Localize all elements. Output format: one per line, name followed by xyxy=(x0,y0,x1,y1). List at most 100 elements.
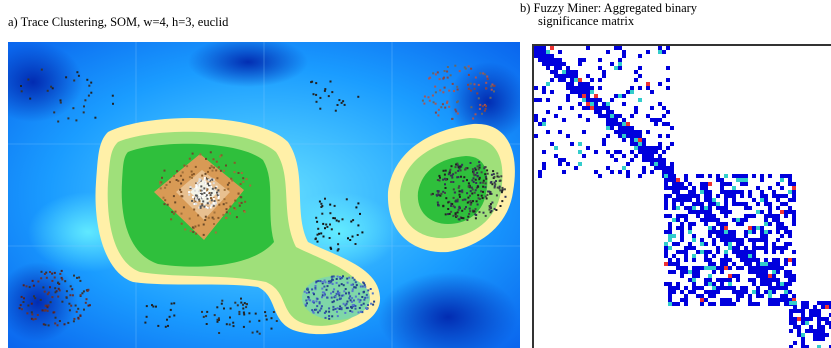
trace-point xyxy=(309,299,312,302)
trace-point xyxy=(434,85,437,88)
matrix-cell xyxy=(664,262,668,266)
matrix-cell xyxy=(792,258,796,262)
matrix-cell xyxy=(780,194,784,198)
matrix-cell xyxy=(618,66,622,70)
matrix-cell xyxy=(676,190,680,194)
trace-point xyxy=(317,311,320,314)
matrix-cell xyxy=(570,106,574,110)
matrix-cell xyxy=(736,246,740,250)
matrix-cell xyxy=(764,282,768,286)
trace-point xyxy=(159,180,162,183)
matrix-cell xyxy=(784,258,788,262)
matrix-cell xyxy=(788,206,792,210)
matrix-cell xyxy=(692,270,696,274)
trace-point xyxy=(270,317,273,320)
matrix-cell xyxy=(792,190,796,194)
trace-point xyxy=(359,212,361,215)
trace-point xyxy=(481,105,484,108)
trace-point xyxy=(256,330,259,333)
trace-point xyxy=(316,297,319,300)
trace-point xyxy=(467,215,470,218)
matrix-cell xyxy=(712,198,716,202)
trace-point xyxy=(470,67,473,70)
trace-point xyxy=(469,82,472,85)
matrix-cell xyxy=(562,170,566,174)
trace-point xyxy=(209,179,211,182)
trace-point xyxy=(54,287,57,290)
matrix-cell xyxy=(534,118,538,122)
matrix-cell xyxy=(712,242,716,246)
trace-point xyxy=(212,204,215,207)
trace-point xyxy=(446,76,449,79)
matrix-cell xyxy=(756,274,760,278)
matrix-cell xyxy=(578,162,582,166)
trace-point xyxy=(216,306,219,309)
trace-point xyxy=(312,310,314,313)
trace-point xyxy=(332,305,335,308)
trace-point xyxy=(229,212,231,215)
matrix-cell xyxy=(672,178,676,182)
trace-point xyxy=(202,233,205,236)
matrix-cell xyxy=(676,214,680,218)
matrix-cell xyxy=(664,186,668,190)
trace-point xyxy=(170,302,173,305)
matrix-cell xyxy=(646,158,650,162)
matrix-cell xyxy=(696,210,700,214)
trace-point xyxy=(163,169,166,172)
trace-point xyxy=(211,216,214,219)
matrix-cell xyxy=(626,170,630,174)
trace-point xyxy=(206,197,209,200)
matrix-cell xyxy=(772,298,776,302)
matrix-cell xyxy=(688,190,692,194)
matrix-cell xyxy=(658,166,662,170)
trace-point xyxy=(334,109,337,112)
matrix-cell xyxy=(744,174,748,178)
matrix-cell xyxy=(792,274,796,278)
trace-point xyxy=(354,305,357,307)
trace-point xyxy=(464,198,467,201)
trace-point xyxy=(207,186,210,189)
matrix-cell xyxy=(764,234,768,238)
trace-point xyxy=(31,313,34,316)
trace-point xyxy=(68,309,71,312)
trace-point xyxy=(457,169,460,172)
trace-point xyxy=(200,185,203,188)
trace-point xyxy=(19,304,22,307)
trace-point xyxy=(213,314,216,317)
trace-point xyxy=(44,304,47,307)
matrix-cell xyxy=(598,114,602,118)
trace-point xyxy=(336,315,339,318)
matrix-cell xyxy=(668,294,672,298)
matrix-cell xyxy=(650,170,654,174)
trace-point xyxy=(451,117,454,120)
trace-point xyxy=(489,192,492,195)
trace-point xyxy=(204,219,207,221)
matrix-cell xyxy=(558,66,562,70)
matrix-cell xyxy=(586,90,590,94)
trace-point xyxy=(338,291,341,294)
matrix-cell xyxy=(780,266,784,270)
trace-point xyxy=(219,155,222,158)
matrix-cell xyxy=(720,278,724,282)
trace-point xyxy=(484,195,487,198)
trace-point xyxy=(320,305,323,308)
matrix-cell xyxy=(780,226,784,230)
matrix-cell xyxy=(676,218,680,222)
trace-point xyxy=(177,179,180,182)
matrix-cell xyxy=(736,174,740,178)
matrix-cell xyxy=(688,206,692,210)
trace-point xyxy=(473,210,476,213)
trace-point xyxy=(46,293,49,296)
matrix-cell xyxy=(732,238,736,242)
matrix-cell xyxy=(582,94,586,98)
matrix-cell xyxy=(829,345,831,348)
trace-point xyxy=(210,197,212,200)
matrix-cell xyxy=(744,234,748,238)
matrix-cell xyxy=(712,202,716,206)
trace-point xyxy=(442,205,445,208)
matrix-cell xyxy=(756,186,760,190)
matrix-cell xyxy=(638,174,642,178)
trace-point xyxy=(242,177,245,180)
trace-point xyxy=(211,187,214,190)
matrix-cell xyxy=(784,302,788,306)
